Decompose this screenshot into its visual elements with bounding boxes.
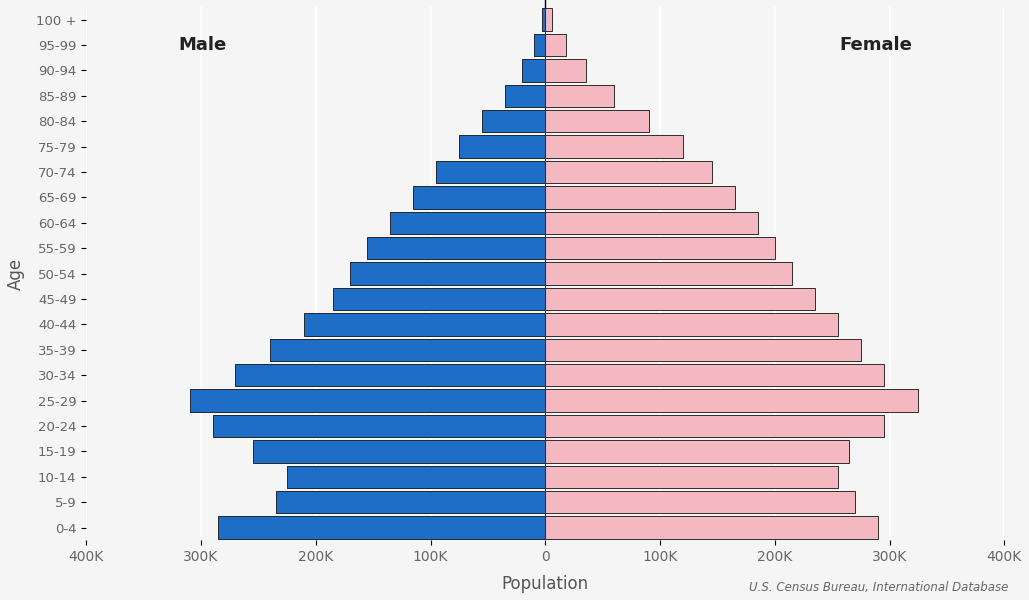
Bar — [545, 237, 775, 259]
Bar — [545, 415, 884, 437]
Bar — [305, 313, 545, 335]
Bar — [523, 59, 545, 82]
Bar — [545, 34, 566, 56]
Bar — [542, 8, 545, 31]
Bar — [189, 389, 545, 412]
Bar — [287, 466, 545, 488]
Bar — [350, 262, 545, 285]
Bar — [545, 517, 878, 539]
Bar — [545, 85, 614, 107]
Bar — [414, 186, 545, 209]
Bar — [545, 136, 683, 158]
Bar — [276, 491, 545, 514]
Y-axis label: Age: Age — [7, 257, 25, 290]
Bar — [545, 212, 757, 234]
Bar — [253, 440, 545, 463]
Bar — [270, 338, 545, 361]
Bar — [545, 59, 586, 82]
Bar — [213, 415, 545, 437]
Bar — [483, 110, 545, 133]
Bar — [459, 136, 545, 158]
Bar — [390, 212, 545, 234]
Bar — [545, 313, 838, 335]
Bar — [218, 517, 545, 539]
Bar — [436, 161, 545, 183]
Bar — [545, 161, 712, 183]
Bar — [545, 466, 838, 488]
X-axis label: Population: Population — [502, 575, 589, 593]
Bar — [545, 110, 648, 133]
Bar — [545, 389, 918, 412]
Bar — [545, 288, 815, 310]
Bar — [534, 34, 545, 56]
Bar — [545, 491, 855, 514]
Bar — [333, 288, 545, 310]
Bar — [545, 8, 553, 31]
Text: Female: Female — [840, 36, 913, 54]
Bar — [545, 440, 850, 463]
Text: Male: Male — [178, 36, 226, 54]
Bar — [545, 186, 735, 209]
Bar — [236, 364, 545, 386]
Bar — [545, 262, 792, 285]
Text: U.S. Census Bureau, International Database: U.S. Census Bureau, International Databa… — [749, 581, 1008, 594]
Bar — [505, 85, 545, 107]
Bar — [367, 237, 545, 259]
Bar — [545, 338, 861, 361]
Bar — [545, 364, 884, 386]
